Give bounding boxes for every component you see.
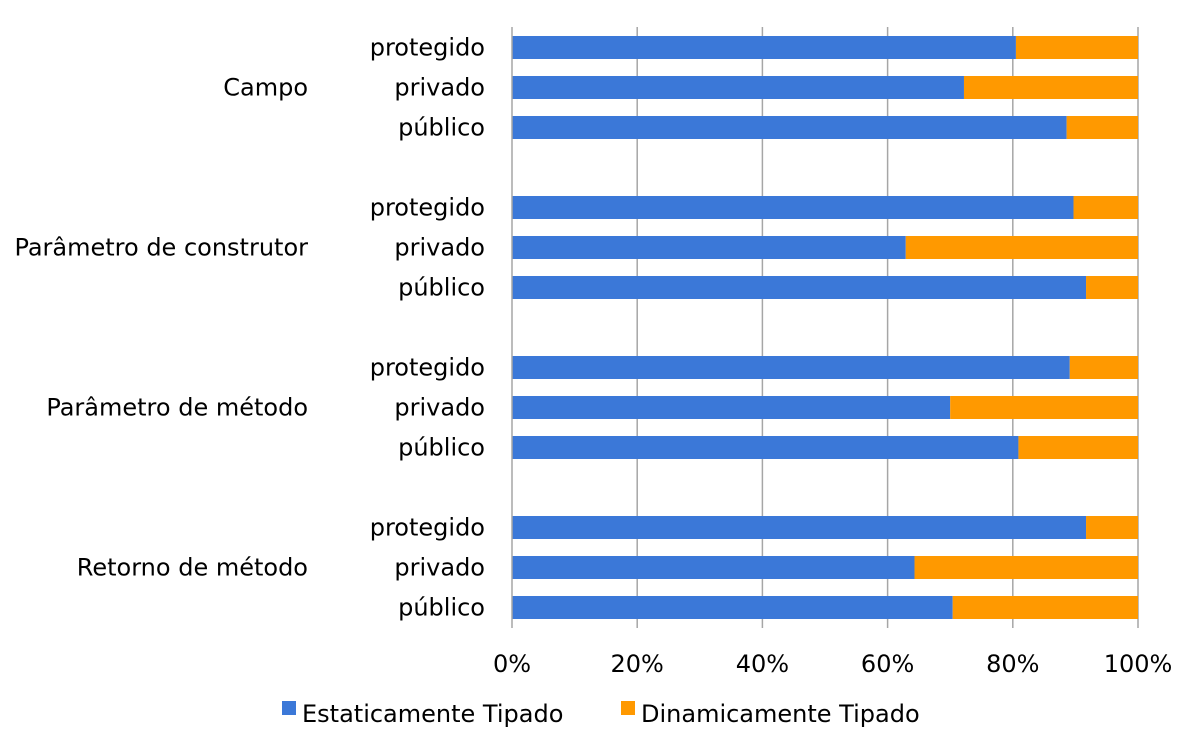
category-label: público [398, 114, 485, 142]
x-tick-label: 80% [986, 650, 1039, 678]
x-tick-label: 40% [736, 650, 789, 678]
legend-label: Dinamicamente Tipado [641, 700, 920, 728]
bar-segment-dynamic [952, 596, 1138, 619]
category-label: público [398, 274, 485, 302]
category-label: público [398, 434, 485, 462]
category-label: protegido [370, 194, 485, 222]
bar-segment-static [512, 516, 1087, 539]
legend-swatch [621, 701, 635, 715]
group-labels: Campo Parâmetro de construtor Parâmetro de… [14, 74, 308, 582]
bar-segment-static [512, 76, 964, 99]
bar-segment-static [512, 356, 1070, 379]
group-label: Parâmetro de construtor [14, 234, 308, 262]
bar-segment-static [512, 436, 1019, 459]
category-label: protegido [370, 34, 485, 62]
bar-segment-static [512, 36, 1016, 59]
bar-segment-static [512, 396, 951, 419]
bar-segment-static [512, 236, 906, 259]
x-tick-label: 20% [611, 650, 664, 678]
bar-segment-static [512, 596, 953, 619]
category-label: privado [394, 74, 485, 102]
category-labels: protegido privado público protegido privado p… [370, 34, 485, 622]
x-tick-label: 60% [861, 650, 914, 678]
bar-segment-dynamic [1018, 436, 1138, 459]
bar-segment-dynamic [905, 236, 1138, 259]
legend: Estaticamente Tipado Dinamicamente Tipado [282, 700, 920, 728]
bar-segment-static [512, 196, 1074, 219]
bar-segment-static [512, 556, 915, 579]
bar-segment-dynamic [1086, 516, 1138, 539]
x-tick-label: 100% [1104, 650, 1173, 678]
bar-segment-dynamic [963, 76, 1138, 99]
group-label: Campo [223, 74, 308, 102]
category-label: privado [394, 394, 485, 422]
category-label: privado [394, 554, 485, 582]
category-label: público [398, 594, 485, 622]
x-tick-label: 0% [493, 650, 531, 678]
legend-swatch [282, 701, 296, 715]
bar-segment-dynamic [1015, 36, 1138, 59]
bar-segment-static [512, 116, 1067, 139]
category-label: protegido [370, 354, 485, 382]
category-label: protegido [370, 514, 485, 542]
category-label: privado [394, 234, 485, 262]
legend-label: Estaticamente Tipado [302, 700, 563, 728]
bar-segment-dynamic [1086, 276, 1138, 299]
bars [512, 36, 1138, 619]
group-label: Retorno de método [77, 554, 308, 582]
bar-segment-static [512, 276, 1087, 299]
bar-segment-dynamic [1073, 196, 1138, 219]
x-tick-labels: 0% 20% 40% 60% 80% 100% [493, 650, 1172, 678]
bar-segment-dynamic [1069, 356, 1138, 379]
bar-segment-dynamic [914, 556, 1138, 579]
bar-segment-dynamic [950, 396, 1138, 419]
bar-segment-dynamic [1066, 116, 1138, 139]
group-label: Parâmetro de método [46, 394, 308, 422]
